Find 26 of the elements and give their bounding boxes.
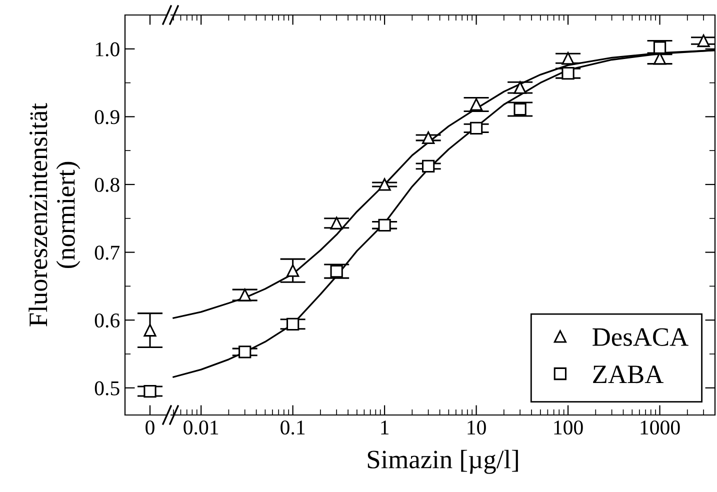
x-tick-label: 10 [468, 420, 486, 435]
point [470, 122, 483, 135]
x-tick-label: 1000 [640, 420, 680, 435]
point [422, 160, 435, 173]
y-tick-label: 1.0 [96, 42, 120, 56]
y-tick-label: 0.6 [94, 313, 120, 328]
point [330, 264, 343, 278]
point [378, 218, 391, 232]
point [422, 131, 435, 144]
legend-label: DesACA [592, 328, 688, 346]
x-tick-label: 1 [381, 420, 389, 434]
y-tick-label: 0.7 [94, 246, 120, 260]
point [378, 178, 391, 191]
x-tick-label: 0.01 [184, 420, 218, 435]
y-tick-label: 0.9 [94, 110, 120, 124]
point [238, 346, 252, 358]
point [562, 66, 574, 80]
y-tick-label: 0.5 [94, 381, 120, 396]
legend-label: ZABA [593, 366, 664, 384]
y-axis-title: Fluoreszenzintensität (normiert) [28, 103, 80, 326]
x-tick-label: 0.1 [280, 420, 305, 435]
y-tick-label: 0.8 [94, 178, 120, 192]
x-axis-title: Simazin [µg/l] [368, 450, 518, 474]
point [562, 52, 574, 65]
x-tick-label: 0 [146, 420, 154, 435]
x-tick-label: 100 [554, 420, 583, 435]
